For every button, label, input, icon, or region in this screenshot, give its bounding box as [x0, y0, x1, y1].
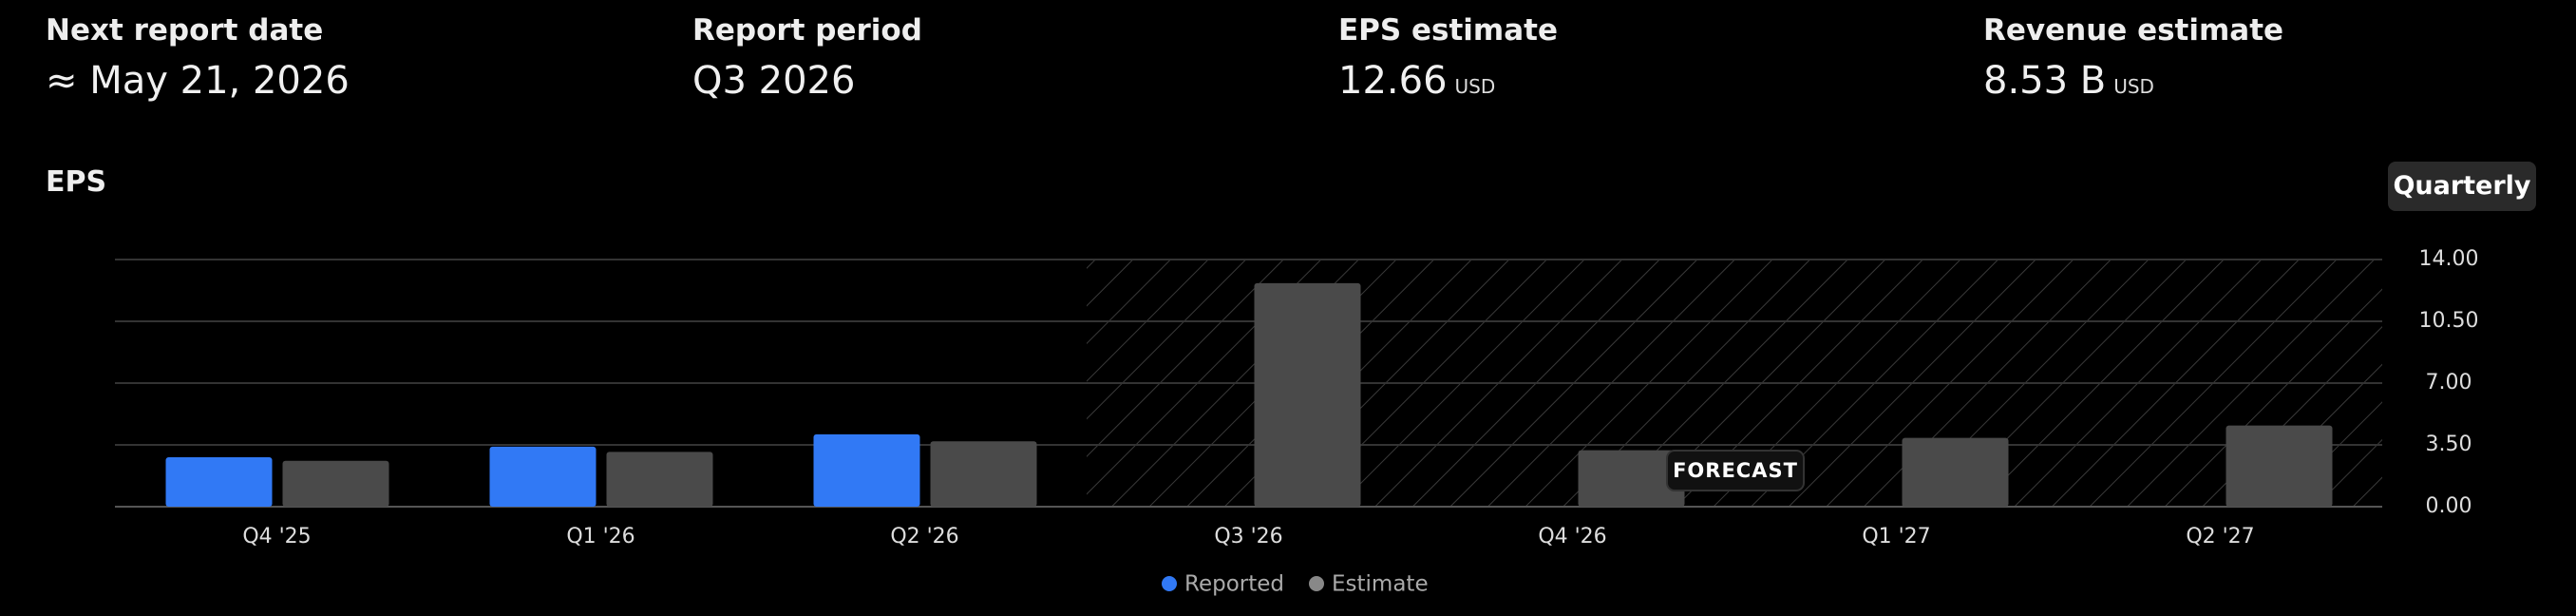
annotation: FORECAST: [1673, 459, 1798, 482]
bar: [165, 457, 273, 507]
stat-unit: USD: [1454, 75, 1496, 98]
bar: [930, 441, 1037, 507]
y-tick-label: 14.00: [2419, 247, 2479, 271]
bar: [606, 452, 713, 507]
stat-label: Report period: [692, 13, 922, 48]
y-tick-label: 10.50: [2419, 309, 2479, 333]
y-tick-label: 0.00: [2426, 494, 2472, 518]
annotation-box: [1666, 450, 1805, 491]
x-tick-label: Q2 '26: [890, 525, 958, 549]
stat: EPS estimate 12.66 USD: [1338, 13, 1558, 103]
stat-label: EPS estimate: [1338, 13, 1559, 48]
stat-value: 8.53 B USD: [1983, 59, 2283, 103]
stat-label: Next report date: [46, 13, 324, 48]
period-toggle[interactable]: Quarterly: [2388, 162, 2536, 211]
x-tick-label: Q1 '26: [566, 525, 635, 549]
legend-label: Estimate: [1332, 572, 1429, 597]
x-tick-label: Q4 '26: [1538, 525, 1606, 549]
legend-label: Reported: [1184, 572, 1284, 597]
stat-number: 12.66: [1338, 59, 1448, 103]
bar: [489, 446, 597, 507]
bar: [813, 433, 920, 507]
stat-value: 12.66 USD: [1338, 59, 1558, 103]
stat-value: Q3 2026: [692, 59, 856, 103]
chart-title: EPS: [46, 165, 107, 199]
bar: [2226, 425, 2333, 507]
bar: [1254, 282, 1361, 507]
x-tick-label: Q1 '27: [1862, 525, 1930, 549]
legend-marker: [1309, 576, 1324, 591]
x-tick-label: Q4 '25: [242, 525, 311, 549]
stat-value: ≈ May 21, 2026: [46, 59, 350, 103]
stat: Next report date ≈ May 21, 2026: [46, 13, 350, 103]
x-tick-label: Q2 '27: [2186, 525, 2254, 549]
bar: [282, 460, 389, 507]
y-tick-label: 3.50: [2426, 433, 2472, 456]
stat-unit: USD: [2113, 75, 2154, 98]
legend-marker: [1162, 576, 1177, 591]
bar: [1578, 450, 1685, 507]
bar: [1902, 437, 2009, 507]
x-tick-label: Q3 '26: [1214, 525, 1282, 549]
stat: Report period Q3 2026: [692, 13, 922, 103]
stat: Revenue estimate 8.53 B USD: [1983, 13, 2283, 103]
y-tick-label: 7.00: [2426, 371, 2472, 395]
stat-number: 8.53 B: [1983, 59, 2107, 103]
stat-label: Revenue estimate: [1983, 13, 2284, 48]
